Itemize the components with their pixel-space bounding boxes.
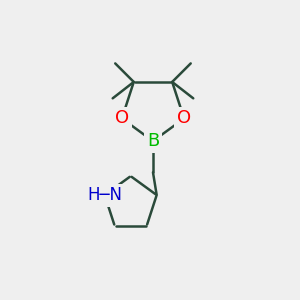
Text: H─N: H─N (87, 186, 122, 204)
Text: O: O (115, 110, 129, 128)
Text: B: B (147, 132, 159, 150)
Text: O: O (177, 110, 191, 128)
